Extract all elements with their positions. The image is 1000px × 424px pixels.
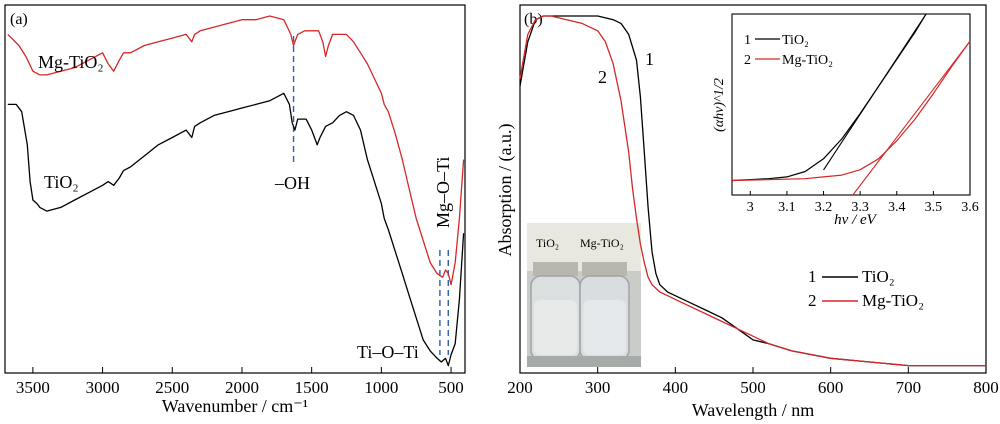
- x-tick-label: 2000: [225, 378, 259, 397]
- legend-num-2: 2: [808, 291, 817, 310]
- panel-b-x-axis-label: Wavelength / nm: [692, 400, 815, 420]
- legend-label-mgtio2: Mg-TiO₂: [862, 291, 924, 310]
- panel-b-legend: 1 TiO₂ 2 Mg-TiO₂: [808, 267, 924, 310]
- x-tick-label: 2500: [155, 378, 189, 397]
- x-tick-label: 1500: [295, 378, 329, 397]
- inset-frame: [731, 13, 971, 196]
- inset-y-axis-label: (αhv)^1/2: [712, 78, 727, 132]
- x-tick-label: 500: [740, 378, 766, 397]
- x-tick-label: 500: [438, 378, 464, 397]
- x-tick-label: 400: [663, 378, 689, 397]
- panel-a-frame: [4, 4, 466, 374]
- legend-num-1: 1: [808, 267, 817, 286]
- vials-photo: TiO₂ Mg-TiO₂: [527, 223, 641, 367]
- inset-legend-num-2: 2: [744, 53, 751, 68]
- inset-legend-num-1: 1: [744, 33, 751, 48]
- panel-a-series: [7, 15, 465, 367]
- panel-a-annotation-tioti: Ti–O–Ti: [357, 342, 419, 362]
- panel-b-series: [519, 15, 986, 367]
- x-tick-label: 1000: [364, 378, 398, 397]
- x-tick-label: 3.2: [815, 200, 833, 215]
- bandgap-inset: 3 3.1 3.2 3.3 3.4 3.5 3.6 1 TiO₂ 2 Mg-TiO₂ hv …: [712, 13, 979, 228]
- tangent-line-0: [823, 13, 927, 171]
- x-tick-label: 700: [896, 378, 922, 397]
- panel-b-label: (b): [524, 11, 543, 28]
- panel-a: (a) 3500 3000 2500 2000 1500 1000 500 Mg-TiO₂ …: [4, 4, 466, 416]
- panel-b-y-axis-label: Absorption / (a.u.): [495, 124, 516, 257]
- panel-a-label: (a): [10, 11, 28, 28]
- series-line-1: [519, 15, 986, 367]
- panel-b: (b) Absorption / (a.u.) TiO₂ Mg-TiO₂ 200…: [495, 4, 999, 420]
- inset-x-ticks: 3 3.1 3.2 3.3 3.4 3.5 3.6: [747, 191, 979, 215]
- x-tick-label: 600: [818, 378, 844, 397]
- series-line-1: [7, 92, 465, 367]
- series-line-0: [7, 15, 465, 286]
- panel-b-x-ticks: 200 300 400 500 600 700 800: [507, 367, 999, 397]
- panel-a-series-label-tio2: TiO₂: [44, 172, 79, 192]
- panel-a-x-axis-label: Wavenumber / cm⁻¹: [162, 396, 308, 416]
- x-tick-label: 3500: [16, 378, 50, 397]
- inset-legend-label-tio2: TiO₂: [782, 33, 809, 48]
- panel-b-curve-label-1: 1: [645, 49, 654, 69]
- vial-label-tio2: TiO₂: [536, 236, 559, 250]
- series-line-1: [731, 40, 971, 182]
- tangent-line-1: [852, 40, 971, 196]
- inset-x-axis-label: hv / eV: [834, 212, 877, 228]
- x-tick-label: 3.6: [961, 200, 979, 215]
- x-tick-label: 3.1: [778, 200, 796, 215]
- vial-label-mgtio2: Mg-TiO₂: [580, 236, 624, 250]
- x-tick-label: 3000: [86, 378, 120, 397]
- x-tick-label: 3.3: [851, 200, 869, 215]
- x-tick-label: 3.4: [888, 200, 906, 215]
- panel-a-series-label-mgtio2: Mg-TiO₂: [38, 52, 104, 72]
- panel-a-annotation-oh: –OH: [274, 173, 310, 193]
- vials-photo-shadow: [527, 356, 641, 367]
- x-tick-label: 800: [973, 378, 999, 397]
- vial-left-liquid: [534, 300, 577, 355]
- vial-cap-left: [533, 262, 578, 276]
- vial-right-liquid: [583, 300, 626, 355]
- panel-a-marker-lines: [292, 36, 449, 355]
- x-tick-label: 3: [747, 200, 754, 215]
- panel-b-curve-label-2: 2: [598, 67, 607, 87]
- vial-cap-right: [582, 262, 627, 276]
- legend-label-tio2: TiO₂: [862, 267, 895, 286]
- inset-series: [731, 13, 971, 196]
- panel-a-annotation-mgoti: Mg–O–Ti: [433, 157, 453, 228]
- panel-a-x-ticks: 3500 3000 2500 2000 1500 1000 500: [16, 367, 464, 397]
- inset-legend-label-mgtio2: Mg-TiO₂: [782, 53, 833, 68]
- x-tick-label: 3.5: [925, 200, 943, 215]
- x-tick-label: 300: [585, 378, 611, 397]
- x-tick-label: 200: [507, 378, 533, 397]
